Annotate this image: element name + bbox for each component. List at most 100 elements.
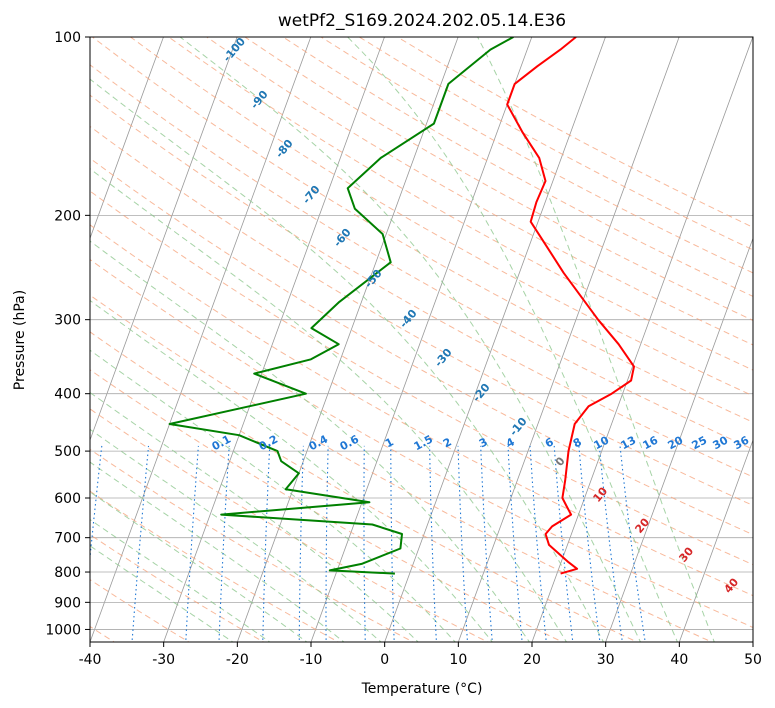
dry-adiabat-line <box>90 94 753 478</box>
x-tick-label: -20 <box>226 652 249 668</box>
isotherm-line <box>531 37 753 642</box>
mixing-ratio-label: 8 <box>571 435 584 450</box>
dry-adiabat-label: -40 <box>397 307 420 331</box>
dry-adiabat-line <box>90 258 753 628</box>
dry-adiabat-line <box>92 37 753 423</box>
plot-frame <box>89 36 754 643</box>
dry-adiabat-label: -30 <box>432 346 455 370</box>
mixing-ratio-line <box>457 445 469 642</box>
dry-adiabat-label: 10 <box>590 484 610 504</box>
isotherm-line <box>90 37 238 442</box>
mixing-ratio-line <box>619 445 646 642</box>
y-tick-label: 200 <box>54 208 81 224</box>
y-tick-label: 700 <box>54 531 81 547</box>
dry-adiabat-line <box>90 294 713 642</box>
x-tick-label: 30 <box>597 652 615 668</box>
x-tick-label: 0 <box>380 652 389 668</box>
mixing-ratio-line <box>480 445 493 642</box>
mixing-ratio-line <box>529 445 547 642</box>
moist-adiabat-line <box>90 461 345 642</box>
mixing-ratio-line <box>578 445 601 642</box>
mixing-ratio-line <box>185 445 199 642</box>
y-tick-label: 600 <box>54 491 81 507</box>
mixing-ratio-label: 16 <box>641 433 661 452</box>
mixing-ratio-line <box>131 445 150 642</box>
isotherm-line <box>310 37 533 642</box>
mixing-ratio-line <box>390 445 395 642</box>
mixing-ratio-label: 0.4 <box>307 432 331 453</box>
x-tick-label: 50 <box>744 652 762 668</box>
dry-adiabat-label: -70 <box>300 183 323 207</box>
mixing-ratio-line <box>218 445 230 642</box>
y-tick-label: 300 <box>54 313 81 329</box>
x-tick-label: 40 <box>670 652 688 668</box>
isotherm-line <box>678 438 753 642</box>
mixing-ratio-label: 30 <box>711 433 731 452</box>
dry-adiabat-line <box>90 490 340 642</box>
dry-adiabat-line <box>90 369 564 642</box>
moist-adiabat-line <box>346 37 678 642</box>
isotherm-line <box>457 37 680 642</box>
mixing-ratio-line <box>363 445 366 642</box>
mixing-ratio-line <box>429 445 437 642</box>
dry-adiabat-line <box>90 579 190 642</box>
dry-adiabat-label: -100 <box>220 35 248 65</box>
isotherm-line <box>163 37 385 642</box>
dry-adiabat-line <box>90 64 753 450</box>
isotherm-line <box>605 237 753 642</box>
mixing-ratio-label: 10 <box>592 433 612 452</box>
moist-adiabat-line <box>90 168 568 642</box>
moist-adiabat-line <box>90 78 605 642</box>
moist-adiabat-line <box>477 37 715 642</box>
x-axis-label: Temperature (°C) <box>361 681 483 697</box>
mixing-ratio-line <box>298 445 304 642</box>
y-tick-label: 900 <box>54 595 81 611</box>
y-tick-label: 400 <box>54 387 81 403</box>
mixing-ratio-label: 6 <box>543 435 556 450</box>
x-tick-label: -10 <box>300 652 323 668</box>
x-tick-label: -40 <box>79 652 102 668</box>
y-tick-label: 500 <box>54 444 81 460</box>
dewpoint-profile-line <box>168 37 514 575</box>
y-tick-label: 1000 <box>45 622 81 638</box>
mixing-ratio-line <box>553 445 574 642</box>
x-tick-label: -30 <box>152 652 175 668</box>
dry-adiabat-label: 30 <box>676 544 696 564</box>
mixing-ratio-label: 36 <box>732 433 752 452</box>
mixing-ratio-label: 0.6 <box>338 432 362 453</box>
isotherm-line <box>752 640 753 642</box>
moist-adiabat-line <box>90 391 419 642</box>
mixing-ratio-line <box>507 445 523 642</box>
dry-adiabat-line <box>90 534 265 642</box>
mixing-ratio-label: 1.5 <box>412 433 435 454</box>
dry-adiabat-label: -90 <box>248 88 271 112</box>
moist-adiabat-line <box>179 37 642 642</box>
dry-adiabat-label: -80 <box>273 137 296 161</box>
y-tick-label: 100 <box>54 30 81 46</box>
isotherm-line <box>90 37 164 240</box>
axis-ticks: -40 -30 -20 -10 0 10 20 30 40 5010009008007006005… <box>45 30 762 668</box>
moist-adiabat-line <box>90 518 271 642</box>
mixing-ratio-label: 0.1 <box>210 433 233 454</box>
x-tick-label: 10 <box>449 652 467 668</box>
moist-adiabat-line <box>90 428 382 642</box>
dry-adiabat-line <box>90 190 753 566</box>
y-tick-label: 800 <box>54 565 81 581</box>
x-tick-label: 20 <box>523 652 541 668</box>
moist-adiabat-line <box>90 240 531 642</box>
mixing-ratio-label: 2 <box>441 435 454 450</box>
dry-adiabat-label: -20 <box>470 381 493 405</box>
dry-adiabat-line <box>90 224 753 597</box>
dry-adiabat-label: 0 <box>553 454 568 468</box>
dry-adiabat-line <box>282 37 753 297</box>
dry-adiabat-label: 20 <box>632 515 652 535</box>
mixing-ratio-label: 3 <box>477 435 490 450</box>
dry-adiabat-line <box>90 331 639 642</box>
mixing-ratio-label: 20 <box>666 433 686 452</box>
dry-adiabat-line <box>90 448 414 642</box>
mixing-ratio-label: 1 <box>383 435 396 450</box>
dry-adiabat-line <box>90 125 753 506</box>
dry-adiabat-line <box>168 37 753 371</box>
mixing-ratio-label: 13 <box>619 434 639 453</box>
